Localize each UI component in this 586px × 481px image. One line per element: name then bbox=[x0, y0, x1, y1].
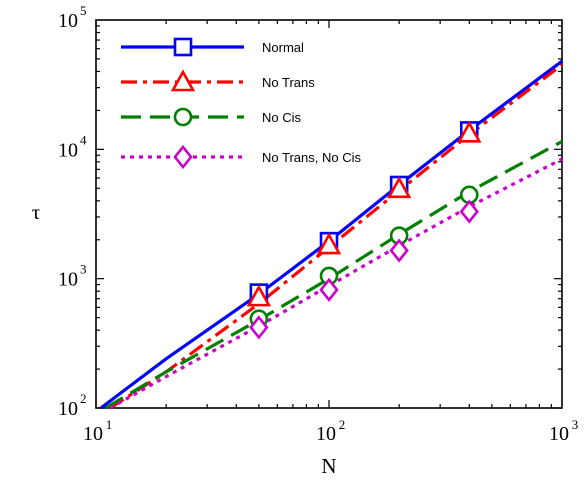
legend-marker-2 bbox=[170, 69, 196, 92]
y-tick-exponent: 5 bbox=[80, 3, 87, 18]
y-tick-exponent: 2 bbox=[80, 391, 87, 406]
series-4-point bbox=[459, 199, 479, 224]
series-layer bbox=[99, 59, 563, 410]
x-tick-label: 10 bbox=[316, 423, 336, 445]
x-tick-exponent: 1 bbox=[106, 417, 113, 432]
legend-marker-1 bbox=[173, 37, 193, 57]
series-2-point bbox=[246, 284, 272, 307]
y-tick-exponent: 3 bbox=[80, 262, 87, 277]
y-tick-label: 10 bbox=[58, 269, 78, 291]
series-4-point bbox=[389, 238, 409, 263]
ticks-layer: 10 1 10 2 10 310 210 310 410 5 bbox=[58, 3, 578, 445]
x-tick-exponent: 2 bbox=[339, 417, 346, 432]
legend: Normal No Trans No Cis No Trans, No Cis bbox=[121, 37, 361, 170]
legend-label-2: No Trans bbox=[262, 75, 315, 90]
y-tick-label: 10 bbox=[58, 398, 78, 420]
y-tick-exponent: 4 bbox=[80, 132, 87, 147]
series-4-point bbox=[319, 277, 339, 302]
x-axis-label: N bbox=[321, 454, 336, 478]
legend-marker-4 bbox=[173, 144, 193, 170]
y-tick-label: 10 bbox=[58, 10, 78, 32]
plot-frame bbox=[95, 19, 563, 409]
legend-label-4: No Trans, No Cis bbox=[262, 150, 361, 165]
legend-marker-3 bbox=[173, 107, 193, 127]
x-tick-label: 10 bbox=[549, 423, 569, 445]
y-axis-label: τ bbox=[32, 200, 40, 224]
series-2-point bbox=[457, 120, 482, 143]
series-4-point bbox=[249, 315, 269, 340]
x-tick-exponent: 3 bbox=[572, 417, 579, 432]
series-line-4 bbox=[109, 157, 563, 410]
x-tick-label: 10 bbox=[83, 423, 103, 445]
series-2-point bbox=[386, 176, 412, 199]
legend-label-1: Normal bbox=[262, 40, 304, 55]
series-2-point bbox=[316, 232, 342, 255]
y-tick-label: 10 bbox=[58, 139, 78, 161]
legend-label-3: No Cis bbox=[262, 110, 302, 125]
